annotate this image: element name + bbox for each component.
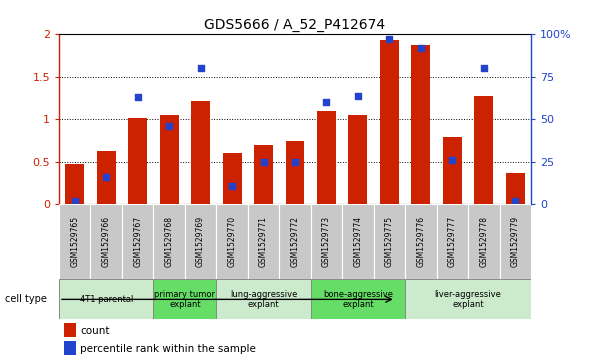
- Bar: [380, 40, 399, 204]
- Bar: [286, 140, 304, 204]
- Text: GSM1529773: GSM1529773: [322, 216, 331, 268]
- Bar: [373, 204, 405, 280]
- Text: GSM1529770: GSM1529770: [228, 216, 237, 268]
- Bar: [191, 101, 210, 204]
- Point: [510, 198, 520, 204]
- Bar: [59, 280, 153, 319]
- Bar: [59, 204, 90, 280]
- Bar: [506, 173, 525, 204]
- Point: [227, 183, 237, 188]
- Point: [353, 93, 363, 98]
- Bar: [500, 204, 531, 280]
- Point: [133, 94, 142, 100]
- Point: [416, 45, 425, 51]
- Bar: [64, 341, 76, 355]
- Bar: [65, 164, 84, 204]
- Bar: [311, 204, 342, 280]
- Bar: [153, 204, 185, 280]
- Bar: [443, 137, 462, 204]
- Text: primary tumor
explant: primary tumor explant: [155, 290, 215, 309]
- Bar: [217, 280, 311, 319]
- Bar: [311, 280, 405, 319]
- Bar: [349, 115, 368, 204]
- Text: GSM1529774: GSM1529774: [353, 216, 362, 268]
- Text: lung-aggressive
explant: lung-aggressive explant: [230, 290, 297, 309]
- Bar: [317, 111, 336, 204]
- Bar: [160, 115, 179, 204]
- Text: GSM1529765: GSM1529765: [70, 216, 79, 268]
- Point: [196, 65, 205, 71]
- Bar: [405, 204, 437, 280]
- Bar: [468, 204, 500, 280]
- Bar: [437, 204, 468, 280]
- Bar: [185, 204, 217, 280]
- Text: cell type: cell type: [5, 294, 47, 304]
- Text: GSM1529768: GSM1529768: [165, 216, 173, 268]
- Point: [385, 37, 394, 42]
- Bar: [411, 45, 430, 204]
- Text: GSM1529767: GSM1529767: [133, 216, 142, 268]
- Bar: [222, 154, 241, 204]
- Text: GSM1529766: GSM1529766: [101, 216, 111, 268]
- Bar: [474, 95, 493, 204]
- Text: GSM1529775: GSM1529775: [385, 216, 394, 268]
- Point: [70, 198, 80, 204]
- Bar: [217, 204, 248, 280]
- Text: GSM1529771: GSM1529771: [259, 216, 268, 268]
- Text: bone-aggressive
explant: bone-aggressive explant: [323, 290, 393, 309]
- Text: GSM1529769: GSM1529769: [196, 216, 205, 268]
- Bar: [342, 204, 373, 280]
- Text: liver-aggressive
explant: liver-aggressive explant: [435, 290, 502, 309]
- Text: GSM1529778: GSM1529778: [479, 216, 489, 268]
- Text: GSM1529772: GSM1529772: [290, 216, 300, 268]
- Point: [165, 123, 174, 129]
- Text: count: count: [80, 326, 110, 335]
- Title: GDS5666 / A_52_P412674: GDS5666 / A_52_P412674: [205, 18, 385, 32]
- Point: [448, 157, 457, 163]
- Bar: [64, 323, 76, 337]
- Bar: [90, 204, 122, 280]
- Bar: [153, 280, 217, 319]
- Text: percentile rank within the sample: percentile rank within the sample: [80, 343, 256, 354]
- Text: 4T1 parental: 4T1 parental: [80, 295, 133, 304]
- Text: GSM1529779: GSM1529779: [511, 216, 520, 268]
- Bar: [97, 151, 116, 204]
- Text: GSM1529776: GSM1529776: [417, 216, 425, 268]
- Bar: [248, 204, 279, 280]
- Bar: [128, 118, 147, 204]
- Text: GSM1529777: GSM1529777: [448, 216, 457, 268]
- Bar: [405, 280, 531, 319]
- Point: [290, 159, 300, 165]
- Point: [322, 99, 331, 105]
- Point: [259, 159, 268, 165]
- Point: [101, 174, 111, 180]
- Bar: [122, 204, 153, 280]
- Bar: [279, 204, 311, 280]
- Point: [479, 65, 489, 71]
- Bar: [254, 145, 273, 204]
